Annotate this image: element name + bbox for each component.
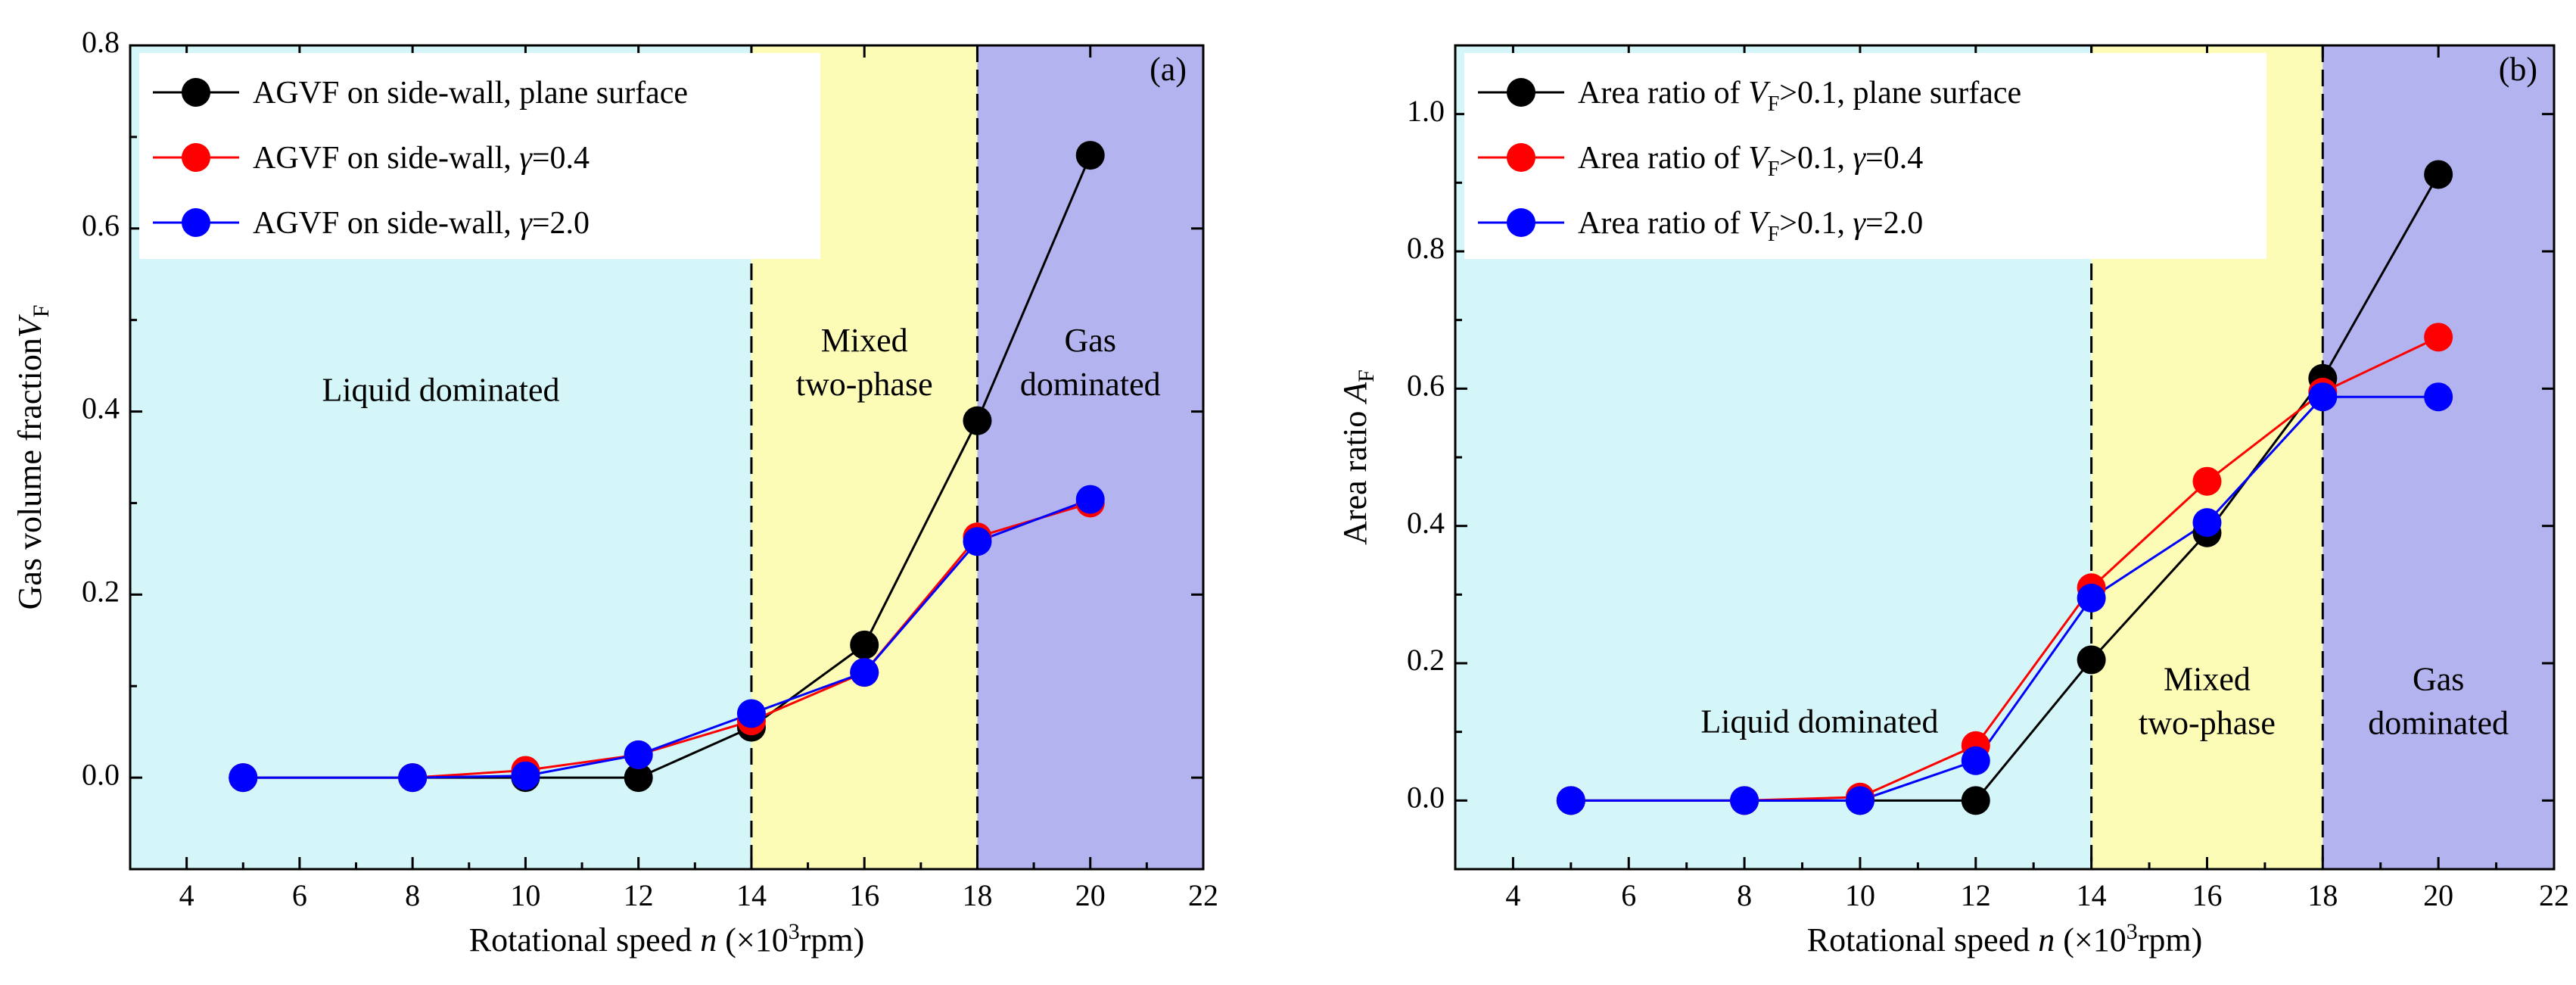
region-label: two-phase: [796, 366, 933, 403]
data-point: [2192, 466, 2222, 496]
x-axis-title: Rotational speed n (×103rpm): [1807, 919, 2203, 959]
data-point: [624, 763, 653, 793]
x-tick-label: 8: [1737, 878, 1752, 912]
legend-entry: Area ratio of VF>0.1, plane surface: [1578, 76, 2021, 116]
x-tick-label: 12: [624, 878, 654, 912]
legend-marker: [1507, 208, 1535, 237]
legend-box: [139, 53, 820, 259]
y-tick-label: 0.8: [1407, 231, 1445, 265]
legend-entry: AGVF on side-wall, γ=0.4: [253, 141, 590, 176]
data-point: [1845, 786, 1874, 815]
region-label: Liquid dominated: [322, 371, 559, 408]
data-point: [1961, 746, 1990, 775]
series-line: [1570, 395, 2439, 802]
region-label: dominated: [1020, 366, 1161, 403]
data-point: [398, 763, 428, 793]
x-tick-label: 4: [1505, 878, 1520, 912]
data-point: [2424, 382, 2453, 412]
y-tick-label: 0.4: [1407, 506, 1445, 540]
y-axis-title: Gas volume fractionVF: [11, 305, 54, 610]
region-label: Mixed: [821, 322, 908, 359]
data-point: [2308, 382, 2338, 412]
data-point: [963, 406, 992, 435]
chart-panel-1: Liquid dominated Mixed two-phase Gas dominat…: [11, 25, 1218, 959]
x-tick-label: 6: [1621, 878, 1636, 912]
data-point: [850, 658, 879, 687]
legend-marker: [1507, 143, 1535, 172]
region-label: Gas: [1065, 322, 1116, 359]
region-band: [977, 45, 1203, 869]
legend-box: [1464, 53, 2266, 259]
data-point: [2424, 323, 2453, 352]
data-point: [2077, 583, 2106, 613]
data-point: [1961, 786, 1990, 815]
legend-entry: Area ratio of VF>0.1, γ=2.0: [1578, 206, 1923, 246]
x-axis-title: Rotational speed n (×103rpm): [469, 919, 865, 959]
y-tick-label: 0.2: [82, 575, 120, 609]
data-point: [963, 527, 992, 556]
x-tick-label: 12: [1961, 878, 1991, 912]
x-tick-label: 14: [2077, 878, 2107, 912]
legend-entry: Area ratio of VF>0.1, γ=0.4: [1578, 141, 1923, 181]
y-tick-label: 0.6: [1407, 369, 1445, 403]
x-tick-label: 20: [2423, 878, 2453, 912]
region-label: Gas: [2413, 660, 2464, 697]
legend-marker: [182, 143, 210, 172]
panel-label: (b): [2499, 51, 2537, 88]
legend-marker: [182, 78, 210, 107]
plot-frame: [129, 44, 1205, 871]
region-label: Liquid dominated: [1700, 703, 1938, 740]
y-tick-label: 0.0: [82, 757, 120, 791]
legend-marker: [182, 208, 210, 237]
legend-marker: [1507, 78, 1535, 107]
legend-entry: AGVF on side-wall, γ=2.0: [253, 206, 590, 241]
y-tick-label: 0.2: [1407, 643, 1445, 677]
data-point: [624, 740, 653, 769]
data-point: [1075, 141, 1105, 170]
x-tick-label: 18: [962, 878, 992, 912]
region-label: Mixed: [2164, 660, 2251, 697]
x-tick-label: 22: [2539, 878, 2569, 912]
chart-panel-2: Liquid dominated Mixed two-phase Gas dominat…: [1336, 44, 2569, 959]
data-point: [2192, 508, 2222, 538]
data-point: [511, 761, 540, 790]
series-line: [243, 498, 1091, 779]
y-tick-label: 0.4: [82, 391, 120, 425]
data-point: [229, 763, 258, 793]
data-point: [736, 699, 766, 728]
x-tick-label: 10: [510, 878, 540, 912]
x-tick-label: 18: [2307, 878, 2338, 912]
region-label: dominated: [2368, 704, 2509, 741]
data-point: [1730, 786, 1759, 815]
x-tick-label: 16: [849, 878, 879, 912]
x-tick-label: 10: [1845, 878, 1875, 912]
legend: AGVF on side-wall, plane surface AGVF on …: [139, 53, 820, 259]
x-tick-label: 4: [179, 878, 194, 912]
y-tick-label: 0.6: [82, 208, 120, 242]
data-point: [1075, 485, 1105, 514]
x-tick-label: 22: [1188, 878, 1218, 912]
data-point: [1556, 786, 1585, 815]
x-tick-label: 6: [292, 878, 307, 912]
y-tick-label: 1.0: [1407, 94, 1445, 128]
data-point: [2077, 645, 2106, 675]
data-point: [2424, 160, 2453, 189]
legend: Area ratio of VF>0.1, plane surface Area …: [1464, 53, 2266, 259]
legend-entry: AGVF on side-wall, plane surface: [253, 76, 688, 111]
y-tick-label: 0.8: [82, 25, 120, 59]
x-tick-label: 20: [1075, 878, 1106, 912]
y-axis-title: Area ratio AF: [1336, 369, 1379, 545]
panel-label: (a): [1150, 51, 1187, 88]
x-tick-label: 16: [2192, 878, 2222, 912]
region-label: two-phase: [2139, 704, 2276, 741]
y-tick-label: 0.0: [1407, 781, 1445, 815]
data-point: [850, 630, 879, 659]
x-tick-label: 8: [405, 878, 420, 912]
x-tick-label: 14: [736, 878, 767, 912]
